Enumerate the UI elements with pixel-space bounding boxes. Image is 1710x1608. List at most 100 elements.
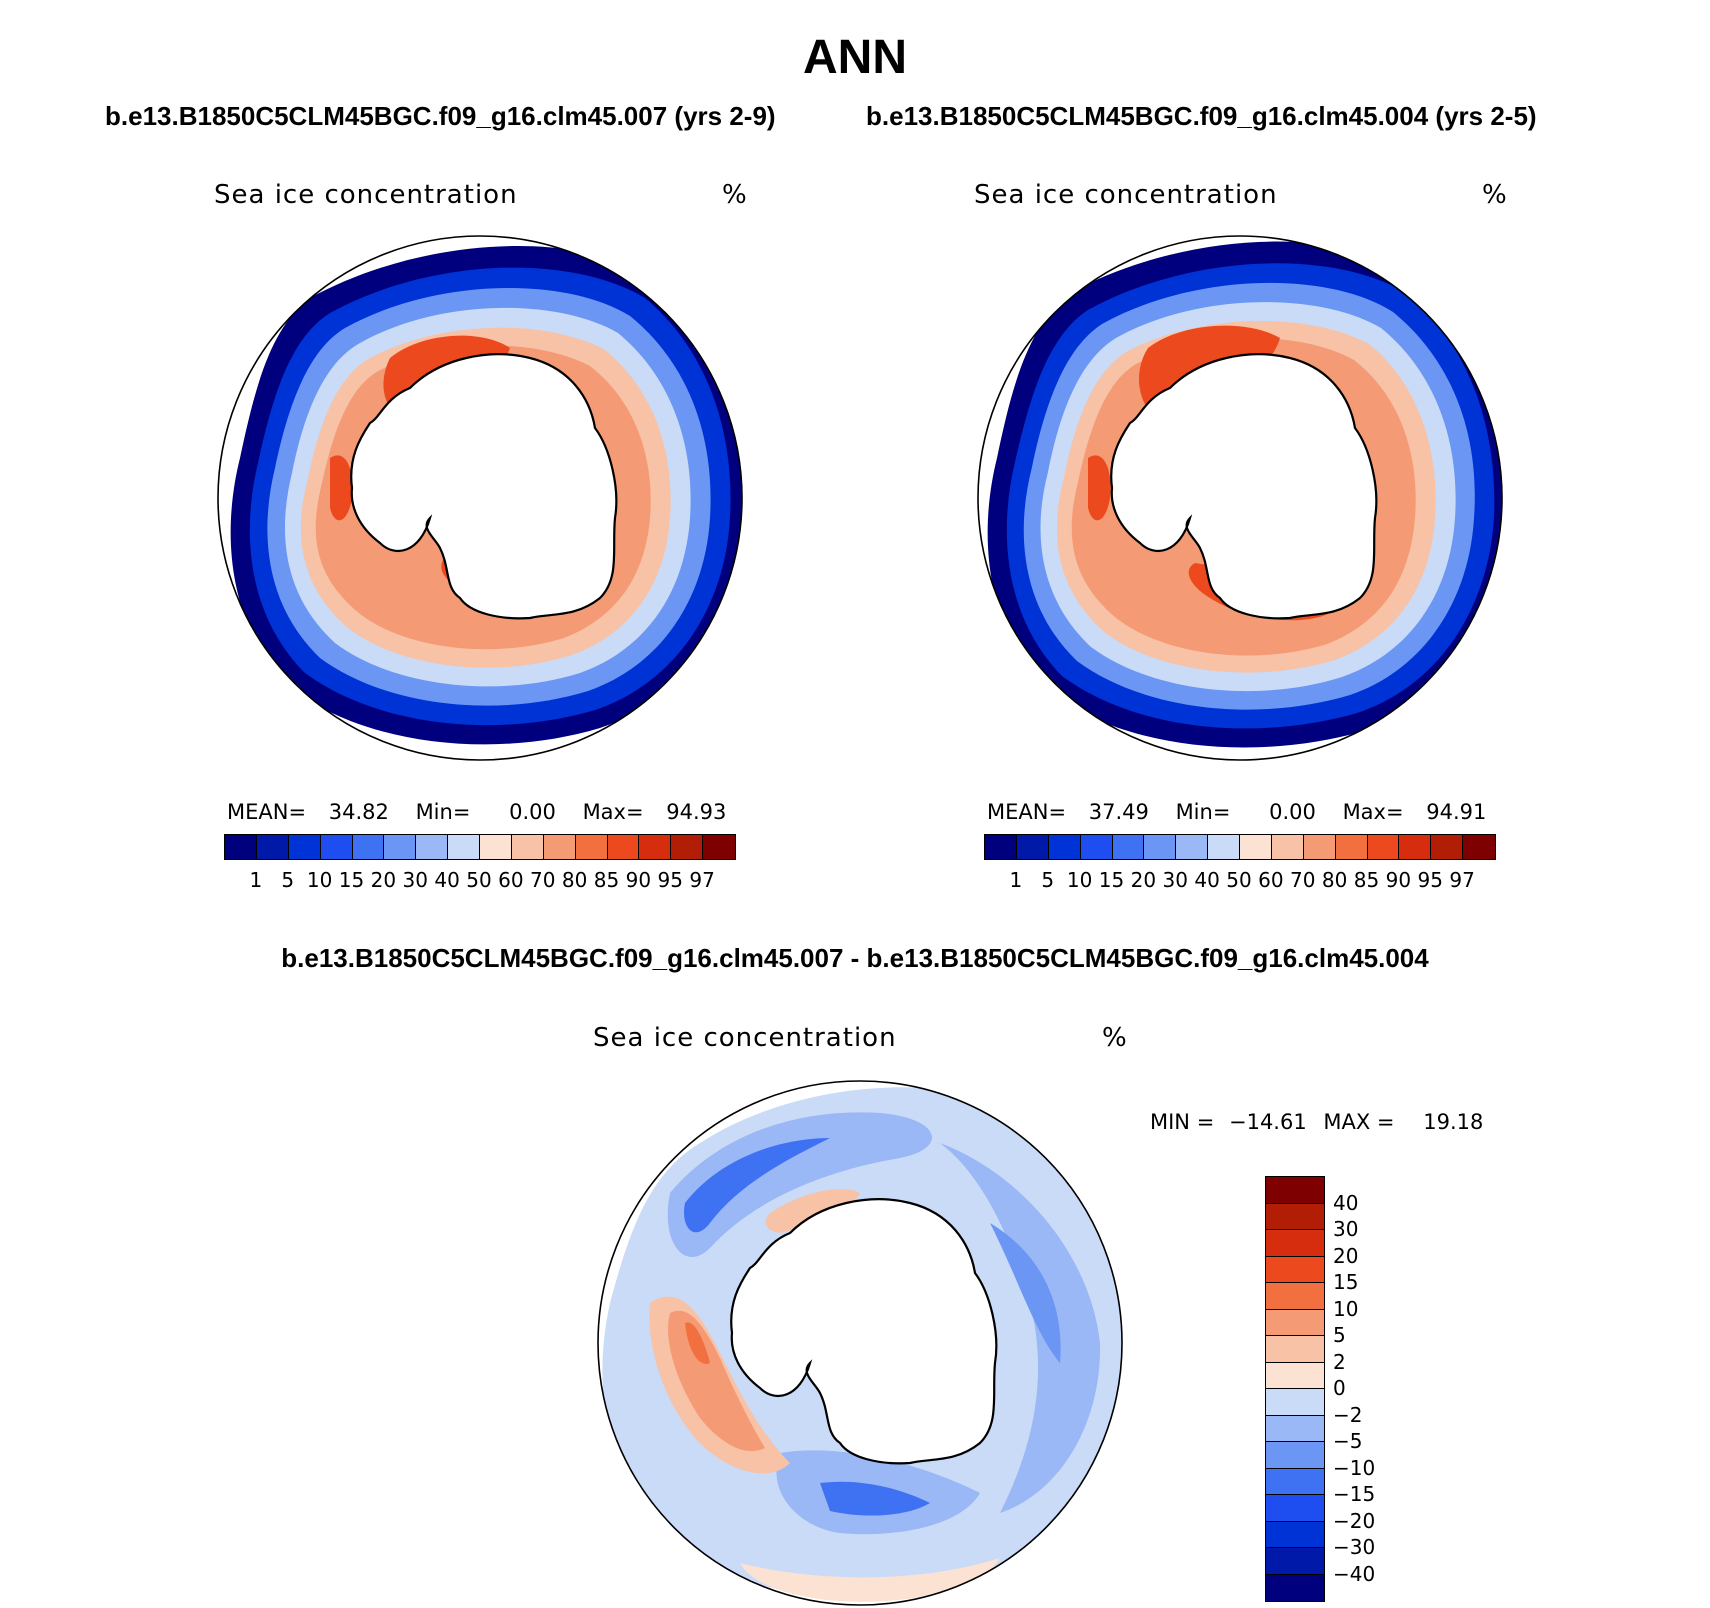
right-colorbar-tick-label: 5 (1041, 868, 1055, 892)
left-colorbar-tick-label: 1 (249, 868, 263, 892)
right-colorbar-swatch (1334, 834, 1368, 860)
antarctica-continent (350, 353, 618, 620)
right-colorbar-swatch (1302, 834, 1337, 860)
ice-high-peninsula (1088, 455, 1111, 521)
left-mean-label: MEAN= (227, 800, 307, 824)
diff-colorbar-tick-label: 30 (1333, 1217, 1359, 1241)
left-colorbar-tick-label: 30 (402, 868, 428, 892)
left-colorbar-swatch (224, 834, 258, 860)
right-mean-label: MEAN= (987, 800, 1067, 824)
right-colorbar-swatch (1398, 834, 1432, 860)
diff-colorbar-tick-label: 20 (1333, 1243, 1359, 1268)
left-colorbar-swatch (383, 834, 417, 860)
right-colorbar-tick-label: 70 (1290, 868, 1316, 892)
diff-colorbar-swatch (1265, 1282, 1325, 1310)
right-sea-ice-map (977, 235, 1503, 761)
left-max-label: Max= (582, 800, 644, 824)
diff-colorbar-swatch (1265, 1441, 1325, 1469)
diff-colorbar-swatch (1265, 1202, 1325, 1231)
right-colorbar-tick-label: 95 (1417, 868, 1443, 892)
left-colorbar-swatch (319, 834, 353, 860)
right-colorbar-swatch (1079, 834, 1113, 860)
right-colorbar-tick-label: 15 (1098, 868, 1125, 892)
diff-colorbar-swatch (1265, 1308, 1325, 1337)
diff-weddell-neg (667, 1112, 933, 1257)
left-colorbar-swatch (447, 834, 481, 860)
right-colorbar-swatch (1047, 834, 1082, 860)
diff-panel-title: Sea ice concentration (593, 1023, 897, 1053)
diff-colorbar-tick-label: −15 (1333, 1482, 1376, 1506)
diff-panel-units: % (1102, 1023, 1128, 1053)
right-colorbar-swatch (1111, 834, 1145, 860)
diff-colorbar-tick-label: 0 (1333, 1376, 1346, 1400)
diff-colorbar-swatch (1265, 1573, 1325, 1602)
left-colorbar-tick-label: 97 (689, 868, 715, 892)
diff-colorbar-swatch (1265, 1361, 1325, 1390)
diff-colorbar-swatch (1265, 1520, 1325, 1549)
diff-colorbar-tick-label: 2 (1333, 1349, 1346, 1374)
diff-case-title: b.e13.B1850C5CLM45BGC.f09_g16.clm45.007 … (281, 943, 1429, 973)
left-colorbar-tick-label: 70 (530, 868, 556, 892)
diff-colorbar-tick-label: −20 (1333, 1508, 1376, 1533)
diff-colorbar-swatch (1265, 1467, 1325, 1496)
left-min-label: Min= (415, 800, 471, 824)
left-colorbar-swatch (606, 834, 640, 860)
diff-pos-core (685, 1322, 710, 1364)
right-colorbar-ticks: 1 5 10 15 20 30 40 50 60 70 80 85 90 95 97 (984, 868, 1494, 894)
right-colorbar-swatch (1366, 834, 1400, 860)
right-colorbar-tick-label: 90 (1385, 868, 1412, 892)
left-stats: MEAN= 34.82 Min= 0.00 Max= 94.93 (227, 800, 726, 824)
left-colorbar-swatch (702, 834, 736, 860)
diff-colorbar-tick-label: −2 (1333, 1402, 1363, 1427)
left-sea-ice-map (217, 235, 743, 761)
right-colorbar-swatch (1175, 834, 1209, 860)
left-colorbar-swatch (670, 834, 704, 860)
left-mean-value: 34.82 (328, 800, 389, 824)
diff-min-label: MIN = (1150, 1110, 1215, 1134)
diff-colorbar-tick-label: 15 (1333, 1270, 1359, 1294)
diff-colorbar-tick-label: −5 (1333, 1429, 1363, 1453)
left-colorbar-tick-label: 5 (281, 868, 295, 892)
page-title: ANN (803, 31, 907, 84)
right-colorbar-tick-label: 30 (1162, 868, 1188, 892)
left-colorbar-tick-label: 80 (561, 868, 588, 892)
left-colorbar-tick-label: 60 (498, 868, 524, 892)
right-colorbar-tick-label: 20 (1130, 868, 1157, 892)
right-colorbar-tick-label: 10 (1066, 868, 1093, 892)
left-colorbar-swatch (638, 834, 672, 860)
left-case-title: b.e13.B1850C5CLM45BGC.f09_g16.clm45.007 … (105, 101, 776, 131)
left-colorbar-swatch (542, 834, 577, 860)
right-colorbar-tick-label: 50 (1226, 868, 1252, 892)
right-colorbar-tick-label: 85 (1353, 868, 1380, 892)
diff-stats: MIN = −14.61 MAX = 19.18 (1150, 1110, 1483, 1134)
right-colorbar-swatch (1015, 834, 1050, 860)
right-colorbar-tick-label: 97 (1449, 868, 1475, 892)
left-colorbar-swatch (255, 834, 290, 860)
left-panel-units: % (722, 180, 748, 210)
right-colorbar-tick-label: 60 (1258, 868, 1284, 892)
right-min-value: 0.00 (1269, 800, 1316, 824)
left-colorbar-tick-label: 20 (370, 868, 397, 892)
diff-max-label: MAX = (1323, 1110, 1395, 1134)
diff-sea-ice-map (597, 1080, 1123, 1606)
left-colorbar-tick-label: 90 (625, 868, 652, 892)
right-colorbar-swatch (1207, 834, 1241, 860)
right-panel-units: % (1482, 180, 1508, 210)
right-colorbar-swatch (1143, 834, 1177, 860)
right-colorbar-swatch (1430, 834, 1464, 860)
diff-colorbar-tick-label: 5 (1333, 1323, 1346, 1347)
diff-bottom-pos (740, 1558, 1000, 1602)
left-colorbar-swatch (415, 834, 449, 860)
diff-colorbar-swatch (1265, 1176, 1325, 1204)
right-max-value: 94.91 (1426, 800, 1487, 824)
diff-colorbar-swatch (1265, 1414, 1325, 1443)
right-stats: MEAN= 37.49 Min= 0.00 Max= 94.91 (987, 800, 1486, 824)
antarctica-continent (1110, 353, 1378, 620)
left-colorbar-tick-label: 40 (434, 868, 460, 892)
diff-east-neg (940, 1143, 1101, 1513)
diff-colorbar-tick-label: 10 (1333, 1296, 1359, 1321)
left-colorbar-ticks: 1 5 10 15 20 30 40 50 60 70 80 85 90 95 97 (224, 868, 734, 894)
diff-colorbar-swatch (1265, 1494, 1325, 1522)
diff-colorbar-swatch (1265, 1255, 1325, 1284)
left-colorbar-tick-label: 15 (338, 868, 365, 892)
